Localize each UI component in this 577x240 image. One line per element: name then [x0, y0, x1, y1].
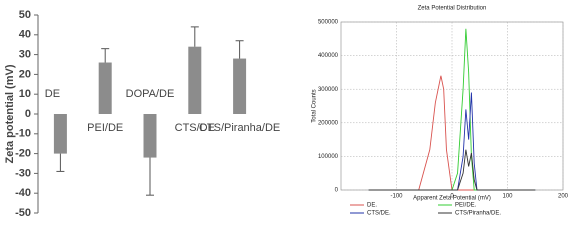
y-tick-label: 30 — [19, 49, 31, 61]
x-tick-label: 0 — [450, 194, 454, 200]
y-tick-label: 10 — [19, 88, 31, 100]
series-line — [368, 149, 536, 191]
y-tick-label: -20 — [15, 148, 31, 160]
category-label: PEI/DE — [87, 122, 123, 134]
y-tick-label: -40 — [15, 187, 31, 199]
legend-label: DE. — [367, 203, 377, 209]
chart-title: Zeta Potential Distribution — [418, 6, 487, 12]
bar — [188, 46, 202, 114]
figure: Zeta potential (mV) -50-40-30-20-1001020… — [4, 6, 569, 219]
y-tick-label: 0 — [25, 108, 31, 120]
y-axis-label: Zeta potential (mV) — [4, 64, 16, 163]
category-label: DOPA/DE — [126, 88, 175, 100]
y-tick-label: 20 — [19, 68, 31, 80]
y-tick-label: 0 — [335, 188, 339, 194]
y-tick-label: 200000 — [318, 120, 339, 126]
x-tick-label: -100 — [390, 194, 403, 200]
bar-chart: Zeta potential (mV) -50 -40 -30 -20 -10 0 10 20… — [4, 9, 280, 219]
y-tick-label: -10 — [15, 128, 31, 140]
legend-label: CTS/Piranha/DE. — [455, 211, 501, 217]
y-tick-label: 500000 — [318, 20, 339, 26]
bar — [53, 114, 67, 154]
y-tick-label: 100000 — [318, 154, 339, 160]
page: Zeta potential (mV) -50 -40 -30 -20 -10 0 10 20… — [3, 5, 569, 219]
y-tick-label: 400000 — [318, 53, 339, 59]
legend-label: PEI/DE. — [455, 203, 477, 209]
y-tick-label: 300000 — [318, 87, 339, 93]
x-axis-label: Apparent Zeta Potential (mV) — [413, 196, 491, 202]
line-chart: Zeta Potential Distribution Apparent Zet… — [312, 6, 569, 217]
bar — [233, 58, 247, 114]
category-label: CTS/DE — [175, 122, 215, 134]
category-label: DE — [45, 88, 60, 100]
bar — [143, 114, 157, 158]
x-tick-label: 100 — [502, 194, 513, 200]
y-tick-label: -30 — [15, 167, 31, 179]
y-axis-label: Total Counts — [312, 89, 318, 122]
x-tick-label: 200 — [558, 194, 569, 200]
bar — [98, 62, 112, 114]
y-tick-label: 50 — [19, 9, 31, 21]
y-tick-label: -50 — [15, 207, 31, 219]
legend-label: CTS/DE. — [367, 211, 391, 217]
y-tick-label: 40 — [19, 29, 31, 41]
category-label: CTS/Piranha/DE — [199, 122, 280, 134]
